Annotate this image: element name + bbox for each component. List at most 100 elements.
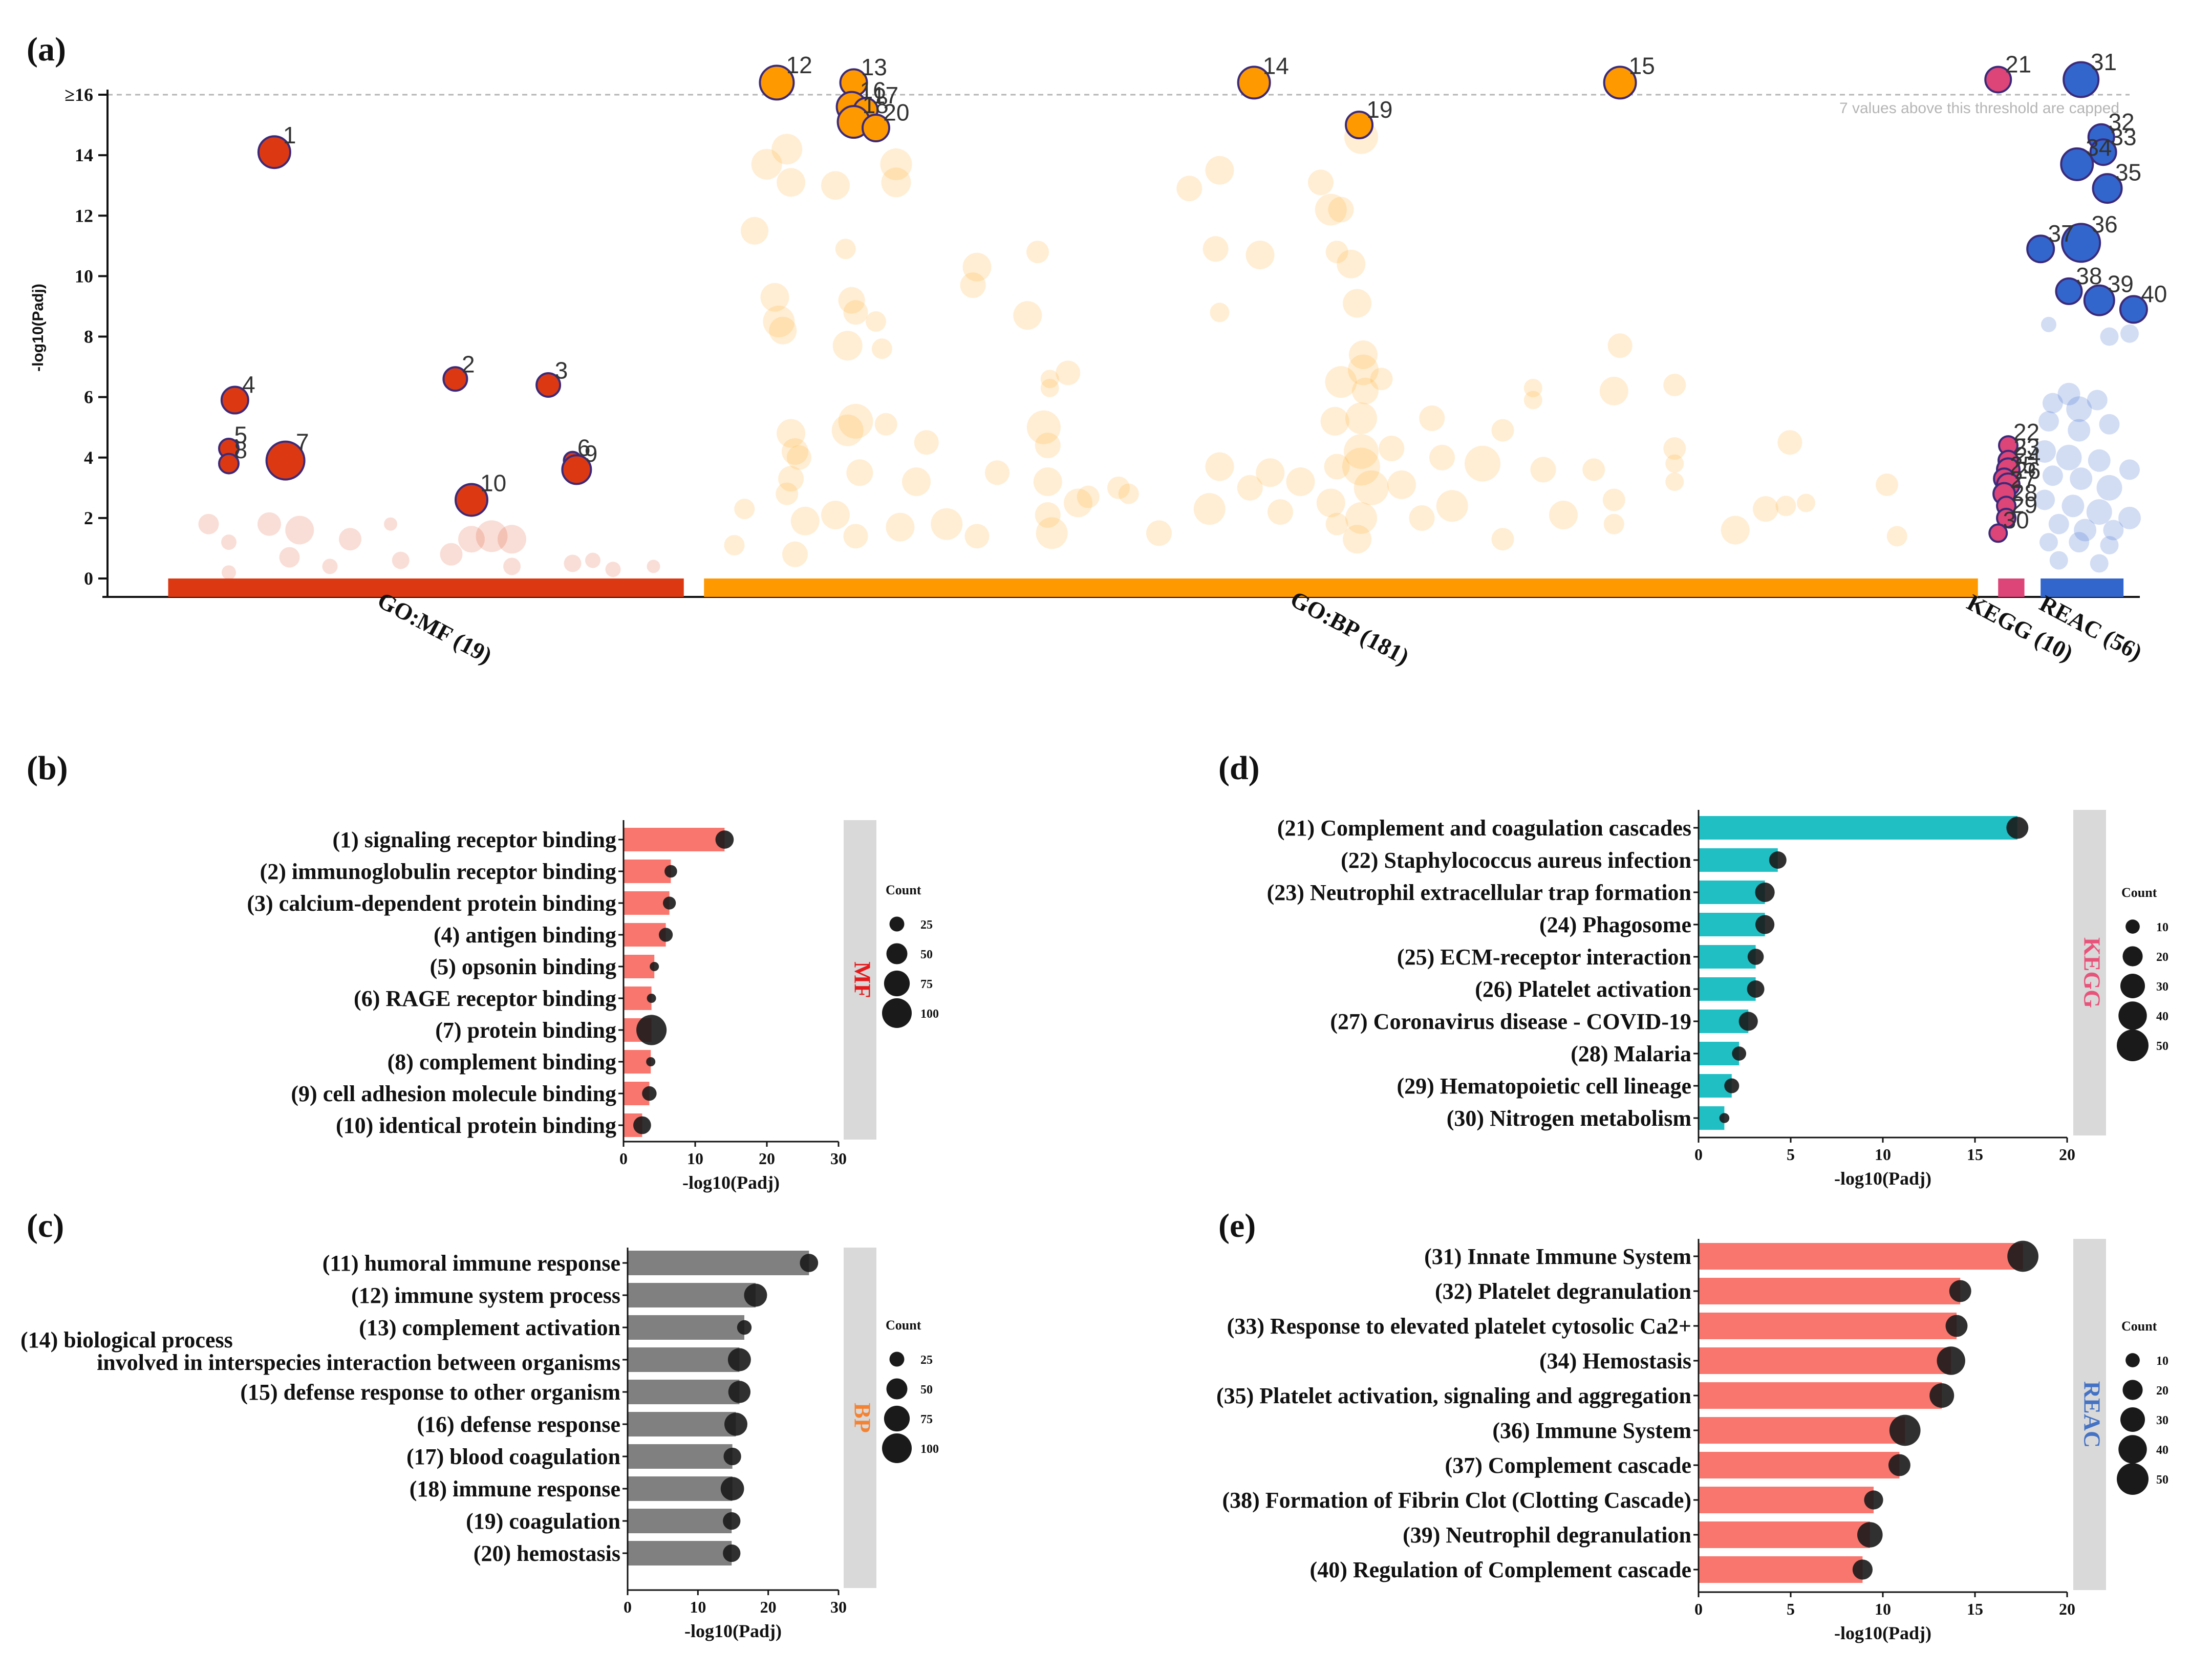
highlighted-point [257,135,291,169]
count-dot [2006,817,2029,839]
panel-label-b: (b) [27,749,68,787]
bar [628,1476,733,1501]
legend-title: Count [886,1318,921,1333]
count-dot [1857,1522,1883,1548]
category-label: (23) Neutrophil extracellular trap forma… [1267,880,1691,905]
legend-value: 50 [2156,1473,2168,1487]
category-label: (25) ECM-receptor interaction [1397,945,1691,970]
background-point [1419,405,1445,431]
facet-strip-label: MF [849,961,875,998]
background-point [2034,489,2055,510]
category-label: (40) Regulation of Complement cascade [1310,1557,1691,1582]
background-point [279,547,300,568]
legend-dot [2120,973,2145,999]
background-point [1286,467,1315,496]
bar [1699,1347,1951,1374]
background-point [1342,447,1380,486]
background-point [1523,378,1542,397]
background-point [1033,467,1062,496]
background-point [1721,516,1750,545]
manhattan-y-axis-label: -log10(Padj) [30,284,47,372]
point-label: 35 [2115,159,2141,186]
legend-value: 50 [920,1383,933,1397]
bar [1699,848,1778,872]
background-point [2074,519,2097,542]
background-point [1348,340,1378,369]
count-dot [723,1512,741,1530]
bar [624,923,666,947]
point-label: 28 [2011,479,2037,506]
background-point [786,445,811,470]
background-point [1320,406,1349,436]
background-point [741,217,768,245]
category-label: (24) Phagosome [1539,912,1691,937]
point-label: 39 [2108,271,2134,297]
background-point [2066,396,2092,422]
x-tick-label: 0 [624,1598,632,1616]
background-point [1665,454,1684,473]
bar [1699,1452,1900,1478]
count-dot [728,1381,751,1403]
category-label: (38) Formation of Fibrin Clot (Clotting … [1222,1488,1691,1513]
category-label: (2) immunoglobulin receptor binding [260,859,616,884]
highlighted-point [2026,234,2055,264]
background-point [1036,517,1068,549]
background-point [605,562,621,577]
count-dot [1732,1046,1747,1061]
background-point [838,287,865,314]
background-point [2118,506,2141,529]
legend-value: 30 [2156,980,2168,994]
count-dot [646,1057,656,1066]
point-label: 17 [872,82,898,109]
background-point [257,512,281,536]
category-label: (30) Nitrogen metabolism [1447,1106,1691,1131]
panel-label-c: (c) [27,1207,64,1245]
point-label: 13 [861,54,887,80]
background-point [782,541,808,567]
count-dot [1738,1012,1758,1031]
background-point [1409,505,1435,531]
background-point [914,430,939,455]
background-point [1064,488,1092,518]
highlighted-point [455,483,488,517]
background-point [724,535,745,556]
background-point [777,168,806,197]
background-point [2120,324,2139,343]
legend-value: 25 [920,1354,933,1367]
highlighted-point [535,372,562,398]
background-point [1343,525,1372,554]
count-dot [1852,1559,1873,1580]
manhattan-source-bars: GO:MF (19) GO:BP (181) KEGG (10)REAC (56) [168,578,2146,670]
background-point [1886,526,1907,547]
background-point [1040,370,1059,389]
count-dot [647,994,656,1003]
bar [624,986,652,1010]
background-point [1549,500,1578,529]
count-dot [664,865,677,878]
legend-dot [2125,1353,2140,1367]
background-point [2090,554,2109,573]
point-label: 3 [555,357,568,383]
background-point [1436,490,1468,522]
point-label: 2 [462,351,475,378]
legend-value: 75 [920,978,933,991]
panel-label-e: (e) [1218,1207,1256,1245]
x-axis-label: -log10(Padj) [1834,1168,1931,1189]
legend-dot [2118,1001,2147,1030]
x-tick-label: 0 [1694,1145,1703,1164]
x-axis-label: -log10(Padj) [1834,1623,1931,1643]
category-label: (32) Platelet degranulation [1435,1279,1691,1304]
bar [1699,1521,1870,1548]
manhattan-background-points [198,120,2141,580]
category-label: (16) defense response [417,1412,620,1437]
x-tick-label: 15 [1967,1145,1983,1164]
count-dot [1937,1346,1965,1375]
background-point [874,413,897,436]
background-point [771,134,803,165]
highlighted-point [2092,173,2123,204]
background-point [1035,502,1061,528]
background-point [2070,467,2093,490]
x-tick-label: 10 [687,1149,703,1168]
count-dot [633,1116,651,1134]
